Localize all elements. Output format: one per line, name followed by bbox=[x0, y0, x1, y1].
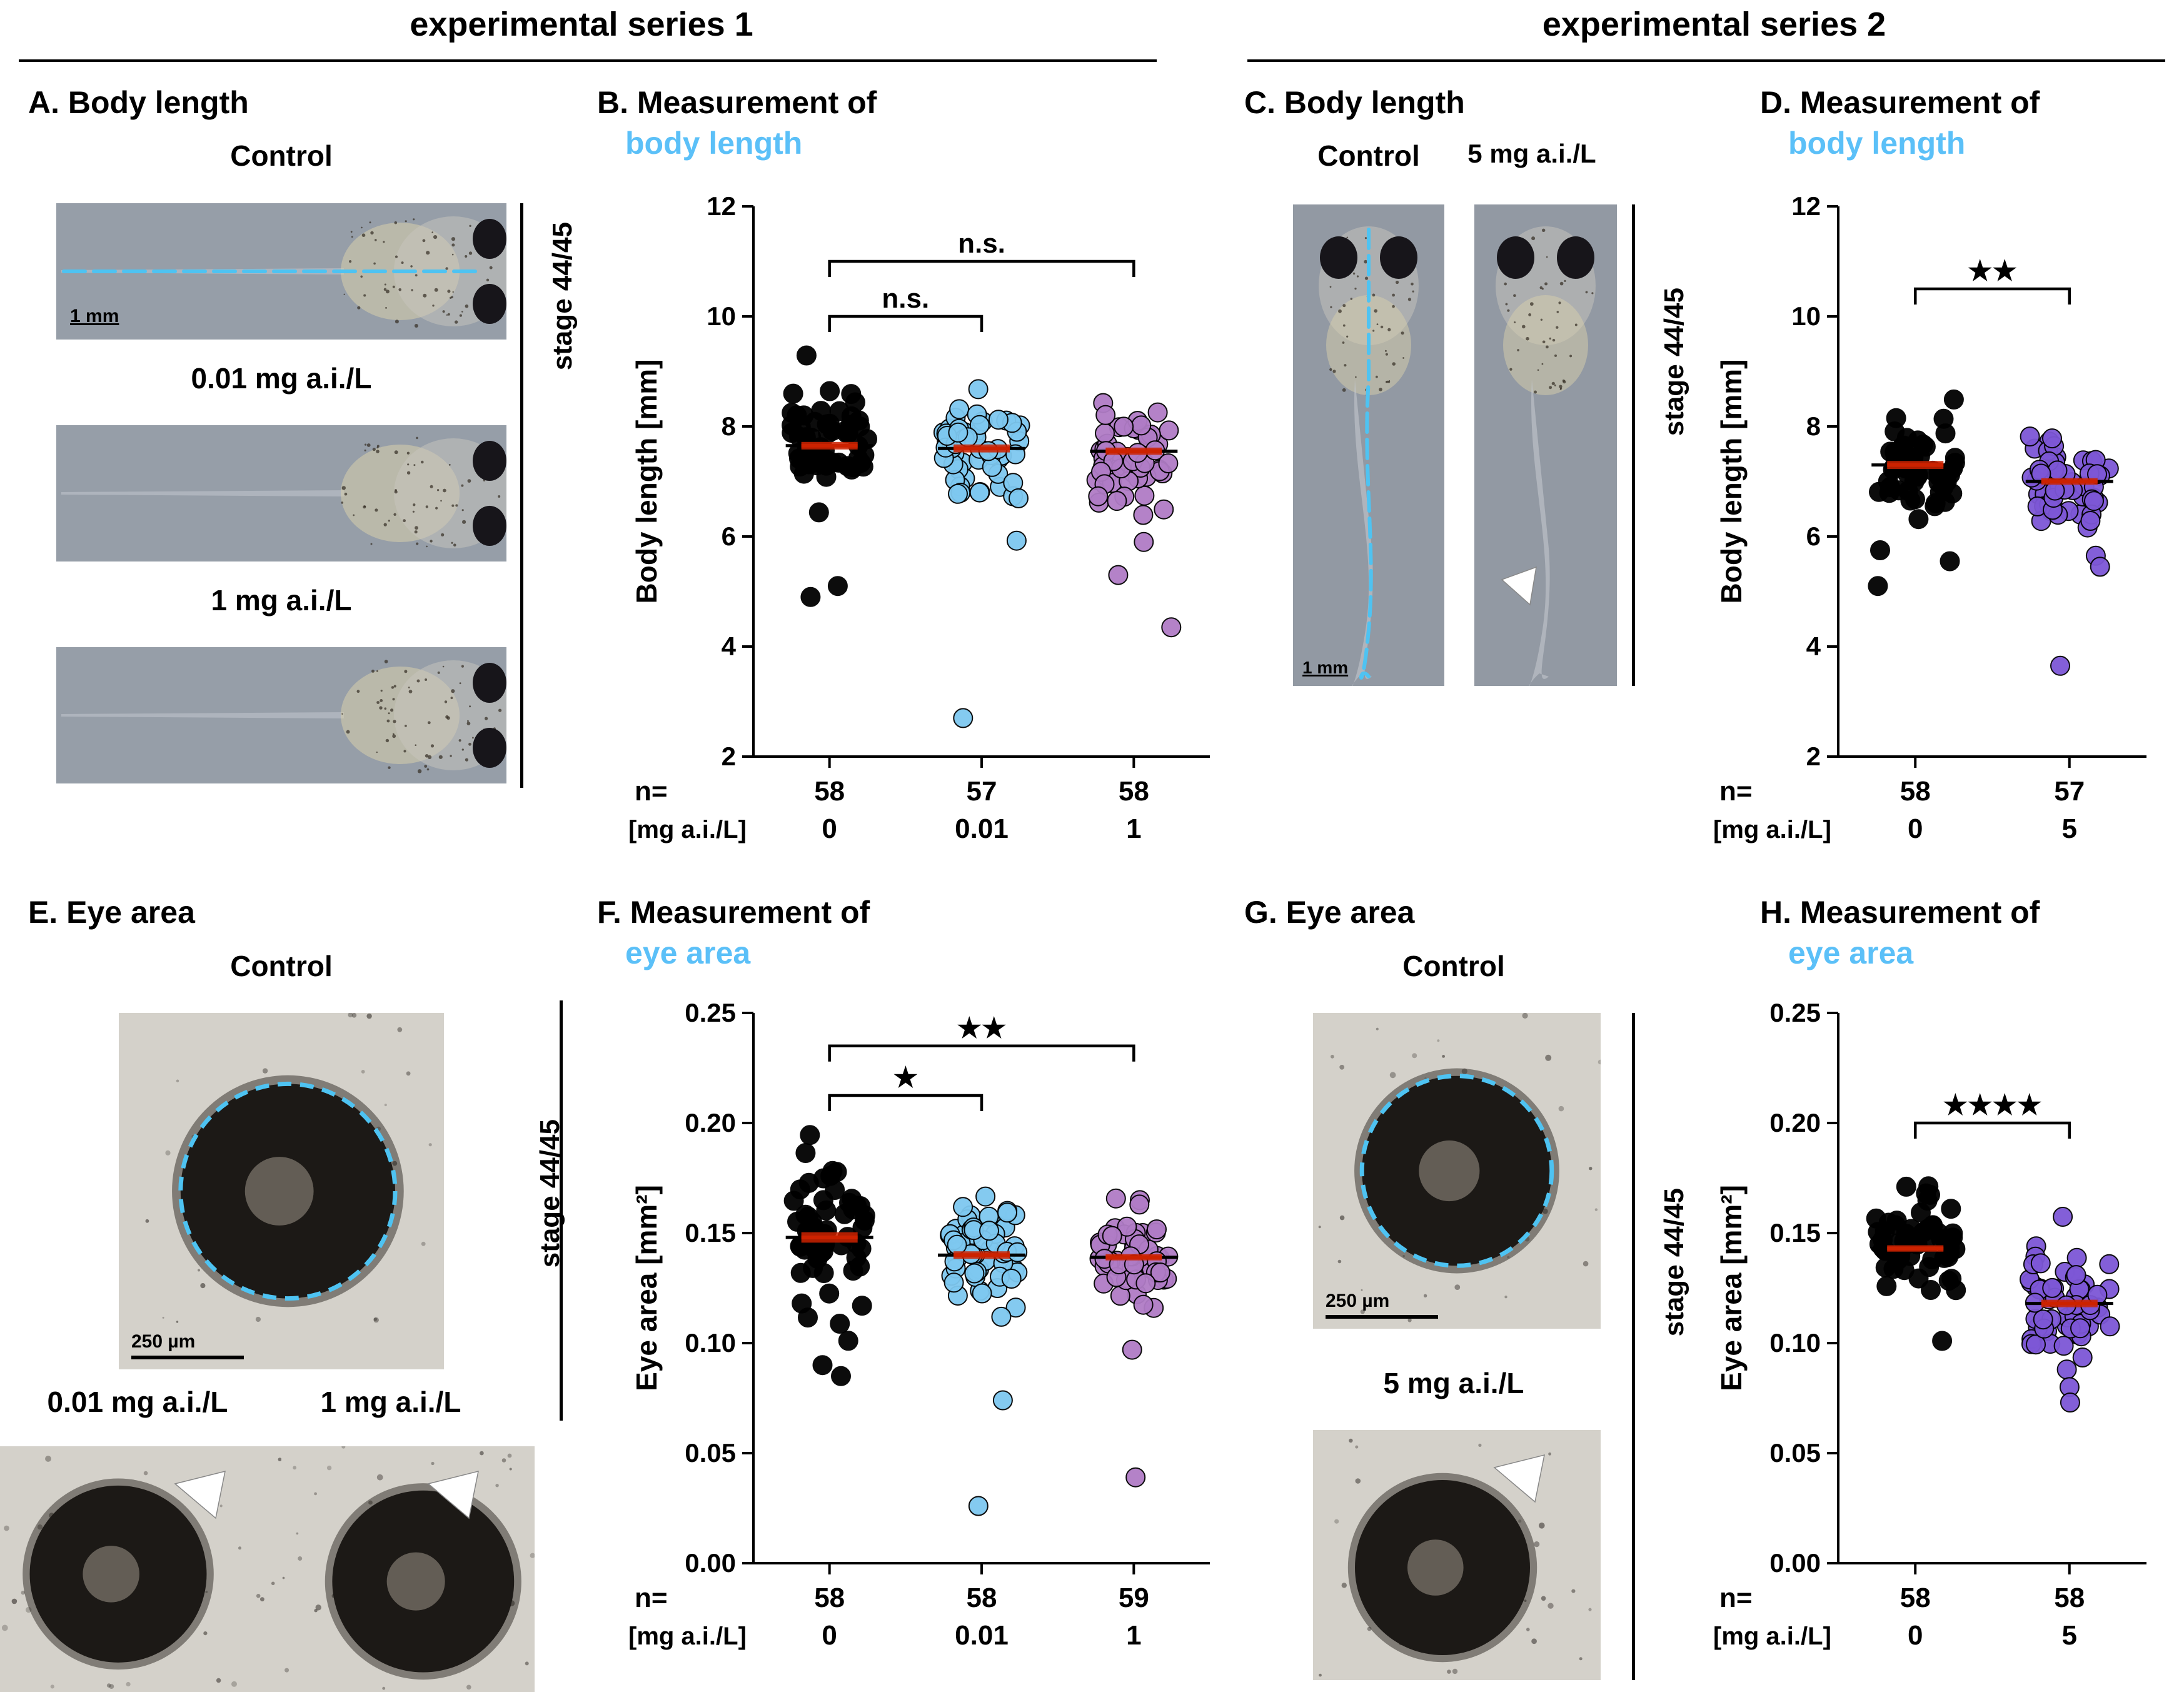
svg-text:0: 0 bbox=[1908, 813, 1923, 844]
svg-text:★★: ★★ bbox=[1968, 256, 2017, 286]
svg-text:57: 57 bbox=[967, 776, 997, 807]
svg-text:n=: n= bbox=[635, 776, 668, 807]
svg-text:58: 58 bbox=[1119, 776, 1149, 807]
svg-text:[mg a.i./L]: [mg a.i./L] bbox=[1713, 816, 1831, 843]
svg-text:0.15: 0.15 bbox=[1769, 1218, 1821, 1247]
svg-text:[mg a.i./L]: [mg a.i./L] bbox=[1713, 1623, 1831, 1650]
svg-text:58: 58 bbox=[967, 1583, 997, 1613]
svg-text:Eye area [mm²]: Eye area [mm²] bbox=[1715, 1185, 1748, 1391]
svg-text:[mg a.i./L]: [mg a.i./L] bbox=[628, 1623, 747, 1650]
svg-text:0.00: 0.00 bbox=[685, 1548, 736, 1578]
svg-text:0: 0 bbox=[822, 1620, 837, 1651]
svg-text:1 mm: 1 mm bbox=[70, 306, 119, 326]
svg-text:0.05: 0.05 bbox=[1769, 1438, 1821, 1468]
svg-text:★: ★ bbox=[893, 1062, 918, 1093]
svg-text:Body length [mm]: Body length [mm] bbox=[630, 360, 663, 604]
svg-text:12: 12 bbox=[1791, 191, 1821, 221]
svg-text:10: 10 bbox=[707, 301, 736, 331]
svg-text:5: 5 bbox=[2062, 1620, 2077, 1651]
svg-text:★★: ★★ bbox=[957, 1013, 1007, 1044]
svg-text:n=: n= bbox=[635, 1583, 668, 1613]
svg-text:0.01: 0.01 bbox=[955, 813, 1009, 844]
svg-text:8: 8 bbox=[1806, 411, 1821, 441]
svg-text:6: 6 bbox=[1806, 521, 1821, 551]
svg-text:n=: n= bbox=[1719, 1583, 1753, 1613]
svg-text:58: 58 bbox=[1900, 776, 1931, 807]
svg-text:58: 58 bbox=[2054, 1583, 2085, 1613]
svg-text:2: 2 bbox=[1806, 742, 1821, 771]
svg-text:0.20: 0.20 bbox=[1769, 1108, 1821, 1137]
svg-text:0.10: 0.10 bbox=[1769, 1328, 1821, 1357]
svg-text:250 µm: 250 µm bbox=[1326, 1291, 1389, 1311]
svg-text:4: 4 bbox=[1806, 632, 1821, 661]
svg-text:0: 0 bbox=[822, 813, 837, 844]
svg-text:0: 0 bbox=[1908, 1620, 1923, 1651]
svg-text:★★★★: ★★★★ bbox=[1943, 1090, 2042, 1120]
svg-text:8: 8 bbox=[722, 411, 736, 441]
svg-text:0.10: 0.10 bbox=[685, 1328, 736, 1357]
svg-text:0.25: 0.25 bbox=[685, 998, 736, 1027]
svg-text:250 µm: 250 µm bbox=[131, 1331, 195, 1352]
svg-text:Eye area [mm²]: Eye area [mm²] bbox=[630, 1185, 663, 1391]
svg-text:0.20: 0.20 bbox=[685, 1108, 736, 1137]
svg-text:0.05: 0.05 bbox=[685, 1438, 736, 1468]
svg-text:58: 58 bbox=[814, 1583, 845, 1613]
svg-text:0.00: 0.00 bbox=[1769, 1548, 1821, 1578]
svg-text:1: 1 bbox=[1126, 813, 1141, 844]
svg-text:6: 6 bbox=[722, 521, 736, 551]
svg-text:58: 58 bbox=[814, 776, 845, 807]
svg-text:5: 5 bbox=[2062, 813, 2077, 844]
svg-text:n=: n= bbox=[1719, 776, 1753, 807]
svg-text:n.s.: n.s. bbox=[958, 228, 1005, 259]
svg-text:0.25: 0.25 bbox=[1769, 998, 1821, 1027]
svg-text:10: 10 bbox=[1791, 301, 1821, 331]
svg-text:1: 1 bbox=[1126, 1620, 1141, 1651]
svg-text:2: 2 bbox=[722, 742, 736, 771]
svg-text:1 mm: 1 mm bbox=[1302, 658, 1348, 677]
svg-text:12: 12 bbox=[707, 191, 736, 221]
svg-text:0.01: 0.01 bbox=[955, 1620, 1009, 1651]
svg-text:4: 4 bbox=[722, 632, 737, 661]
svg-text:57: 57 bbox=[2054, 776, 2085, 807]
svg-text:59: 59 bbox=[1119, 1583, 1149, 1613]
svg-text:n.s.: n.s. bbox=[882, 283, 929, 314]
svg-text:Body length [mm]: Body length [mm] bbox=[1715, 360, 1748, 604]
svg-text:[mg a.i./L]: [mg a.i./L] bbox=[628, 816, 747, 843]
svg-text:58: 58 bbox=[1900, 1583, 1931, 1613]
svg-text:0.15: 0.15 bbox=[685, 1218, 736, 1247]
